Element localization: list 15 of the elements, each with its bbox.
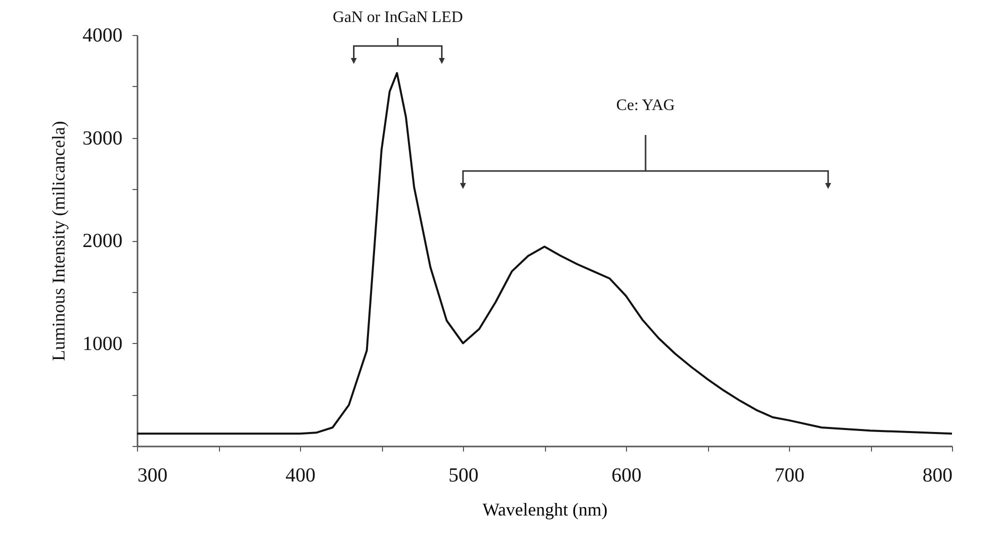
x-tick-label: 300 <box>138 464 168 486</box>
x-axis-title: Wavelenght (nm) <box>482 500 608 520</box>
y-axis-title: Luminous Intensity (milicancela) <box>48 121 68 361</box>
y-tick-label: 3000 <box>82 127 122 150</box>
annotation: Ce: YAG <box>616 97 676 114</box>
text: GaN or InGaN LED <box>332 9 463 26</box>
y-tick-label: 2000 <box>82 230 122 252</box>
y-tick-label: 4000 <box>82 24 122 46</box>
x-tick-label: 400 <box>286 464 316 486</box>
x-tick-label: 700 <box>774 464 804 486</box>
line-series <box>137 72 952 435</box>
x-tick-label: 600 <box>612 464 642 486</box>
x-tick-label: 800 <box>922 464 952 486</box>
y-tick-label: 1000 <box>82 332 122 355</box>
x-tick-label: 500 <box>448 464 478 486</box>
